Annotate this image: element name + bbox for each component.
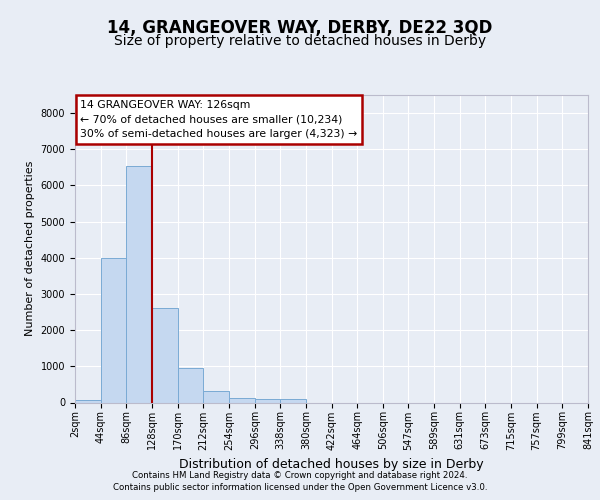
Bar bbox=[178, 368, 203, 402]
Text: 14, GRANGEOVER WAY, DERBY, DE22 3QD: 14, GRANGEOVER WAY, DERBY, DE22 3QD bbox=[107, 18, 493, 36]
Bar bbox=[229, 398, 255, 402]
Bar bbox=[127, 166, 152, 402]
X-axis label: Distribution of detached houses by size in Derby: Distribution of detached houses by size … bbox=[179, 458, 484, 471]
Bar bbox=[280, 399, 306, 402]
Bar bbox=[203, 390, 229, 402]
Bar bbox=[75, 400, 101, 402]
Bar bbox=[255, 398, 280, 402]
Text: Contains HM Land Registry data © Crown copyright and database right 2024.: Contains HM Land Registry data © Crown c… bbox=[132, 472, 468, 480]
Text: Size of property relative to detached houses in Derby: Size of property relative to detached ho… bbox=[114, 34, 486, 48]
Text: 14 GRANGEOVER WAY: 126sqm
← 70% of detached houses are smaller (10,234)
30% of s: 14 GRANGEOVER WAY: 126sqm ← 70% of detac… bbox=[80, 100, 358, 139]
Y-axis label: Number of detached properties: Number of detached properties bbox=[25, 161, 35, 336]
Bar bbox=[152, 308, 178, 402]
Text: Contains public sector information licensed under the Open Government Licence v3: Contains public sector information licen… bbox=[113, 482, 487, 492]
Bar bbox=[101, 258, 127, 402]
